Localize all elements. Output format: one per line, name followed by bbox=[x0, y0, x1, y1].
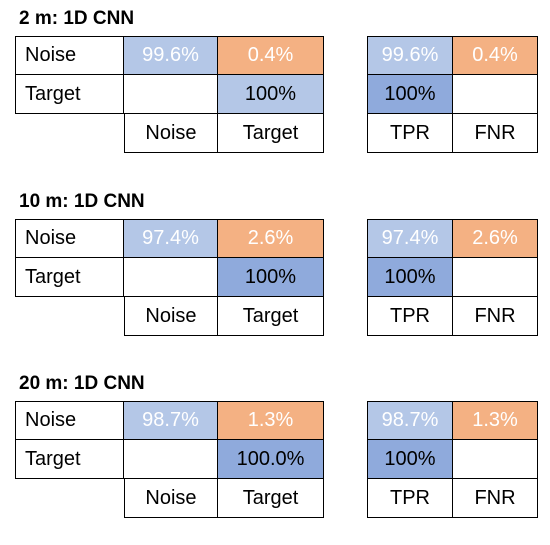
row-label: Target bbox=[15, 75, 124, 114]
matrix-cell bbox=[124, 258, 218, 297]
row-label: Noise bbox=[15, 36, 124, 75]
col-label: Noise bbox=[124, 479, 218, 518]
rate-label: TPR bbox=[367, 479, 453, 518]
rate-label: TPR bbox=[367, 114, 453, 153]
block-title: 2 m: 1D CNN bbox=[19, 8, 135, 29]
rate-cell: 100% bbox=[367, 258, 453, 297]
matrix-cell: 97.4% bbox=[124, 219, 218, 258]
col-label: Target bbox=[218, 297, 324, 336]
block-title: 10 m: 1D CNN bbox=[19, 191, 145, 212]
col-label: Noise bbox=[124, 114, 218, 153]
matrix-cell: 2.6% bbox=[218, 219, 324, 258]
rate-cell: 1.3% bbox=[453, 401, 538, 440]
rate-cell: 100% bbox=[367, 440, 453, 479]
matrix-cell: 1.3% bbox=[218, 401, 324, 440]
rate-cell: 0.4% bbox=[453, 36, 538, 75]
rate-cell: 2.6% bbox=[453, 219, 538, 258]
rate-label: FNR bbox=[453, 114, 538, 153]
row-label: Target bbox=[15, 440, 124, 479]
matrix-cell: 100% bbox=[218, 258, 324, 297]
matrix-cell bbox=[124, 440, 218, 479]
col-label: Target bbox=[218, 114, 324, 153]
matrix-cell: 99.6% bbox=[124, 36, 218, 75]
matrix-cell: 100.0% bbox=[218, 440, 324, 479]
rate-label: TPR bbox=[367, 297, 453, 336]
matrix-cell: 100% bbox=[218, 75, 324, 114]
rate-cell: 97.4% bbox=[367, 219, 453, 258]
row-label: Noise bbox=[15, 219, 124, 258]
col-label: Target bbox=[218, 479, 324, 518]
row-label: Noise bbox=[15, 401, 124, 440]
rate-label: FNR bbox=[453, 297, 538, 336]
rate-cell: 100% bbox=[367, 75, 453, 114]
matrix-cell: 98.7% bbox=[124, 401, 218, 440]
rate-cell bbox=[453, 440, 538, 479]
rate-label: FNR bbox=[453, 479, 538, 518]
col-label: Noise bbox=[124, 297, 218, 336]
rate-cell: 98.7% bbox=[367, 401, 453, 440]
block-title: 20 m: 1D CNN bbox=[19, 373, 145, 394]
row-label: Target bbox=[15, 258, 124, 297]
rate-cell: 99.6% bbox=[367, 36, 453, 75]
matrix-cell bbox=[124, 75, 218, 114]
matrix-cell: 0.4% bbox=[218, 36, 324, 75]
rate-cell bbox=[453, 75, 538, 114]
rate-cell bbox=[453, 258, 538, 297]
